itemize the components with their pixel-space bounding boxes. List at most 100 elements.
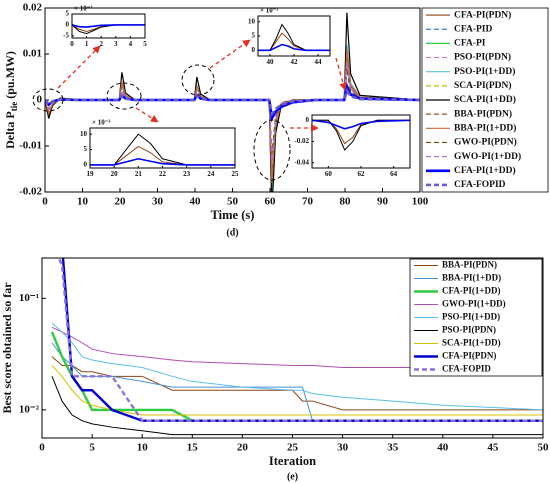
zoom-ellipse — [253, 119, 291, 181]
x-tick-label: 5 — [89, 441, 95, 453]
legend-label: PSO-PI(1+DD) — [454, 66, 515, 77]
series-line — [51, 326, 543, 371]
x-tick-label: 0 — [42, 195, 48, 207]
x-tick-label: 0 — [39, 441, 45, 453]
x-tick-label: 40 — [437, 441, 449, 453]
series-line — [51, 376, 543, 436]
x-tick-label: 60 — [325, 170, 333, 178]
y-tick-label: -0.02 — [19, 186, 42, 198]
arrow — [57, 45, 101, 89]
x-tick-label: 22 — [159, 170, 167, 178]
x-tick-label: 19 — [87, 170, 95, 178]
x-tick-label: 44 — [315, 58, 323, 66]
series-line — [90, 133, 235, 166]
axis-multiplier: × 10⁻³ — [74, 5, 93, 13]
legend-label: CFA-PID — [454, 24, 492, 34]
series-group — [90, 133, 235, 166]
x-tick-label: 10 — [77, 195, 89, 207]
y-tick-label: 10⁻¹ — [19, 292, 39, 304]
y-tick-label: -5 — [63, 31, 69, 39]
chart: 0 5 10 15 20 25 30 35 40 45 50 10⁻² 10⁻¹ Iteration Bes… — [0, 257, 549, 482]
plot-frame — [311, 114, 411, 169]
x-tick-label: 45 — [487, 441, 499, 453]
x-tick-label: 20 — [237, 441, 249, 453]
y-axis-label: Best score obtained so far — [0, 282, 14, 414]
x-tick-label: 24 — [207, 170, 215, 178]
series-group — [45, 12, 420, 192]
zoom-ellipse — [106, 82, 142, 110]
series-line — [90, 157, 235, 166]
legend-label: PSO-PI(1+DD) — [442, 312, 500, 322]
zoom-annotations — [32, 64, 291, 181]
zoom-ellipse — [32, 88, 64, 112]
arrow — [335, 57, 347, 91]
x-tick-label: 40 — [267, 58, 275, 66]
axis-multiplier: × 10⁻³ — [260, 7, 279, 15]
y-axis-label-text: Best score obtained so far — [0, 282, 14, 414]
y-tick-label: 10 — [248, 17, 256, 25]
y-tick-label: -0.01 — [19, 140, 42, 152]
caption: (e) — [287, 471, 298, 482]
x-tick-label: 60 — [265, 195, 277, 207]
y-tick-label: 0 — [252, 46, 256, 54]
y-tick-label: 0.02 — [23, 2, 43, 14]
x-tick-label: 10 — [137, 441, 149, 453]
y-axis-label-unit: (pu.MW) — [3, 51, 17, 99]
series-line — [51, 365, 543, 416]
series-line — [51, 322, 543, 411]
y-tick-label: 0 — [37, 94, 43, 106]
y-tick-label: 0 — [306, 116, 310, 124]
x-tick-label: 62 — [358, 170, 366, 178]
series-line — [72, 24, 145, 28]
legend-label: CFA-PI — [454, 39, 486, 49]
legend-label: BBA-PI(1+DD) — [442, 273, 501, 283]
caption: (d) — [226, 227, 238, 238]
legend-label: CFA-PI(1+DD) — [454, 165, 516, 176]
series-line — [258, 43, 330, 52]
x-tick-label: 42 — [291, 58, 299, 66]
legend-label: GWO-PI(1+DD) — [442, 299, 506, 309]
x-tick-label: 30 — [337, 441, 349, 453]
x-tick-label: 20 — [111, 170, 119, 178]
x-tick-label: 90 — [377, 195, 389, 207]
x-tick-label: 70 — [302, 195, 314, 207]
x-tick-label: 64 — [390, 170, 398, 178]
legend-label: SCA-PI(PDN) — [454, 80, 512, 91]
x-tick-label: 0 — [70, 40, 74, 48]
plot-frame — [89, 127, 236, 169]
plot-frame — [257, 15, 331, 57]
x-tick-label: 23 — [183, 170, 191, 178]
y-tick-label: 5 — [84, 145, 88, 153]
arrow — [209, 39, 251, 69]
legend-label: CFA-PI(1+DD) — [442, 286, 500, 296]
y-tick-label: 5 — [66, 10, 70, 18]
x-tick-label: 3 — [114, 40, 118, 48]
x-tick-label: 2 — [99, 40, 103, 48]
x-tick-label: 100 — [412, 195, 429, 207]
y-tick-label: 0.01 — [23, 48, 42, 60]
legend-label: CFA-PI(PDN) — [442, 351, 496, 361]
legend-label: CFA-PI(PDN) — [454, 9, 511, 20]
series-line — [45, 87, 420, 117]
legend-label: GWO-PI(PDN) — [454, 137, 517, 148]
y-tick-label: 10 — [80, 130, 88, 138]
y-axis-label-sub: tie — [9, 102, 19, 112]
legend-label: BBA-PI(1+DD) — [454, 122, 516, 133]
legend-label: BBA-PI(PDN) — [454, 108, 512, 119]
y-tick-label: -0.02 — [294, 137, 309, 145]
series-line — [312, 119, 410, 130]
series-group — [50, 258, 543, 436]
x-tick-label: 50 — [227, 195, 239, 207]
plot-frame — [71, 13, 146, 39]
series-group — [258, 23, 330, 52]
legend-label: CFA-FOPID — [454, 180, 506, 190]
x-tick-label: 5 — [143, 40, 147, 48]
y-tick-label: 10⁻² — [19, 403, 40, 415]
y-axis-label-text: Delta P — [3, 111, 17, 149]
x-tick-label: 4 — [129, 40, 133, 48]
x-tick-label: 35 — [387, 441, 399, 453]
axis-multiplier: × 10⁻³ — [92, 119, 111, 127]
legend-label: SCA-PI(1+DD) — [442, 338, 501, 348]
legend-label: PSO-PI(PDN) — [442, 325, 496, 335]
